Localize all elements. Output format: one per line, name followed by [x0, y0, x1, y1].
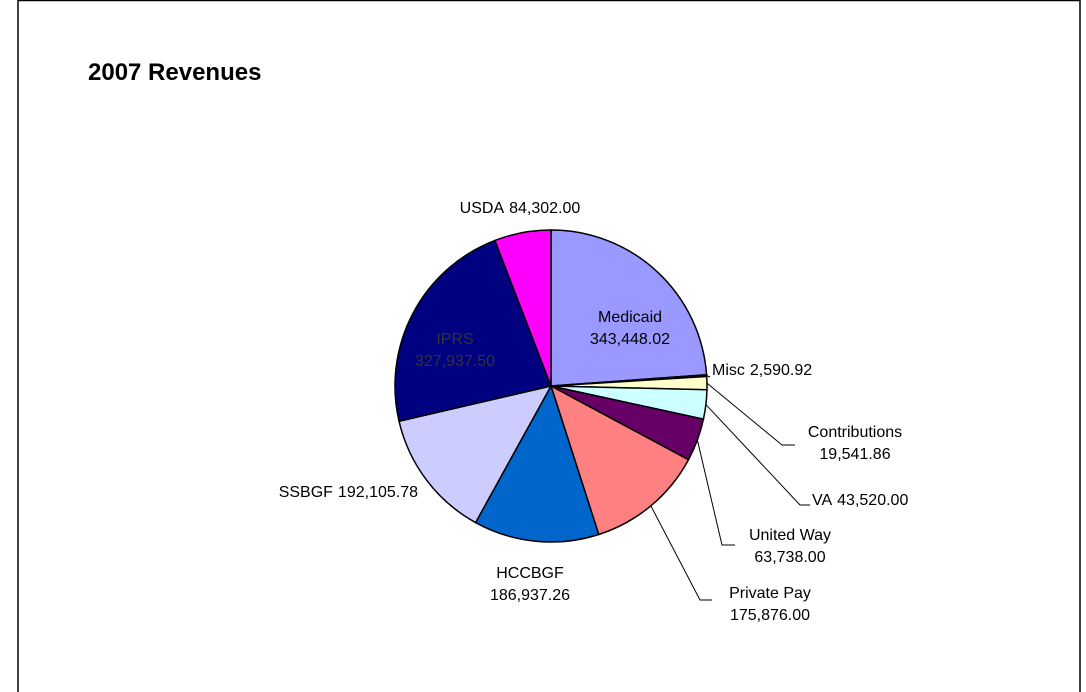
slice-name: VA — [812, 492, 832, 509]
slice-name: Private Pay — [729, 585, 811, 602]
slice-label: Private Pay 175,876.00 — [729, 585, 811, 624]
slice-name: SSBGF — [279, 484, 333, 501]
slice-value: 175,876.00 — [730, 607, 810, 624]
slice-name: Misc — [712, 362, 745, 379]
slice-label: VA 43,520.00 — [812, 492, 908, 509]
slice-value: 43,520.00 — [837, 492, 908, 509]
chart-frame — [17, 0, 1081, 692]
chart-title: 2007 Revenues — [88, 59, 261, 86]
slice-name: IPRS — [436, 331, 473, 348]
slice-name: United Way — [749, 527, 831, 544]
slice-label: SSBGF 192,105.78 — [279, 484, 418, 501]
slice-value: 2,590.92 — [750, 362, 812, 379]
pie-slice — [550, 229, 708, 387]
leader-line — [650, 505, 712, 601]
slice-label: Misc 2,590.92 — [712, 362, 812, 379]
slice-label: IPRS 327,937.50 — [415, 331, 495, 370]
slice-value: 343,448.02 — [590, 331, 670, 348]
slice-label: Medicaid 343,448.02 — [590, 309, 670, 348]
leader-line — [696, 439, 735, 546]
slice-name: USDA — [460, 200, 505, 217]
slice-value: 192,105.78 — [338, 484, 418, 501]
slice-label: United Way 63,738.00 — [749, 527, 831, 566]
slice-value: 186,937.26 — [490, 587, 570, 604]
slice-name: Medicaid — [598, 309, 662, 326]
slice-label: USDA 84,302.00 — [460, 200, 581, 217]
pie-slice — [398, 384, 553, 524]
slice-label: Contributions 19,541.86 — [808, 424, 902, 463]
slice-name: HCCBGF — [496, 565, 564, 582]
pie-slice — [474, 384, 600, 543]
slice-value: 63,738.00 — [754, 549, 825, 566]
pie-slice — [493, 229, 552, 387]
leader-line — [705, 404, 810, 506]
slice-value: 84,302.00 — [509, 200, 580, 217]
leader-line — [706, 375, 711, 378]
slice-value: 327,937.50 — [415, 353, 495, 370]
leader-line — [706, 382, 795, 446]
slice-label: HCCBGF 186,937.26 — [490, 565, 570, 604]
slice-name: Contributions — [808, 424, 902, 441]
slice-value: 19,541.86 — [819, 446, 890, 463]
